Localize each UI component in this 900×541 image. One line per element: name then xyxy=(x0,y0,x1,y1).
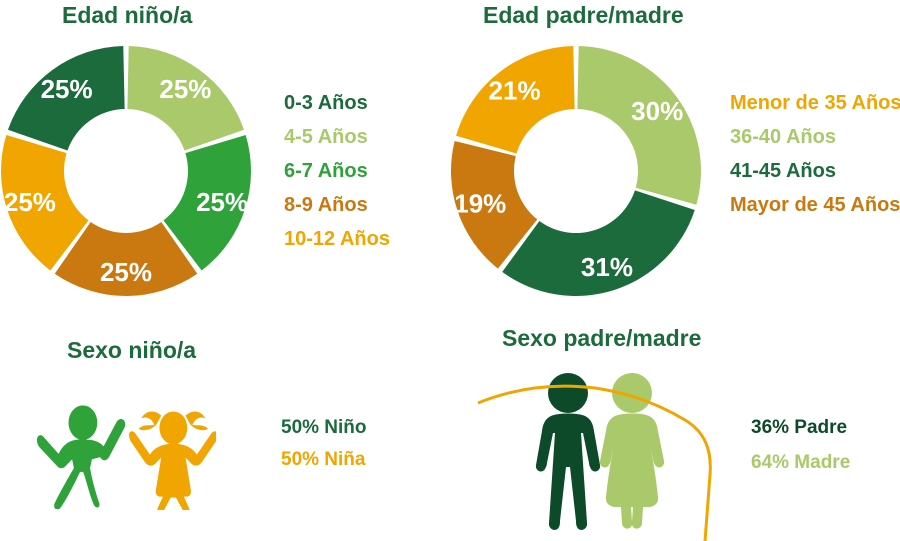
svg-text:31%: 31% xyxy=(581,252,633,282)
svg-text:25%: 25% xyxy=(4,187,56,217)
svg-text:25%: 25% xyxy=(41,74,93,104)
svg-text:30%: 30% xyxy=(631,96,683,126)
svg-text:25%: 25% xyxy=(159,74,211,104)
svg-text:21%: 21% xyxy=(489,76,541,106)
svg-text:25%: 25% xyxy=(196,187,248,217)
svg-text:25%: 25% xyxy=(100,257,152,287)
svg-text:19%: 19% xyxy=(454,188,506,218)
